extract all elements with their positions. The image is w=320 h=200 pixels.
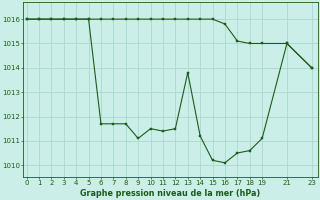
X-axis label: Graphe pression niveau de la mer (hPa): Graphe pression niveau de la mer (hPa) <box>80 189 260 198</box>
